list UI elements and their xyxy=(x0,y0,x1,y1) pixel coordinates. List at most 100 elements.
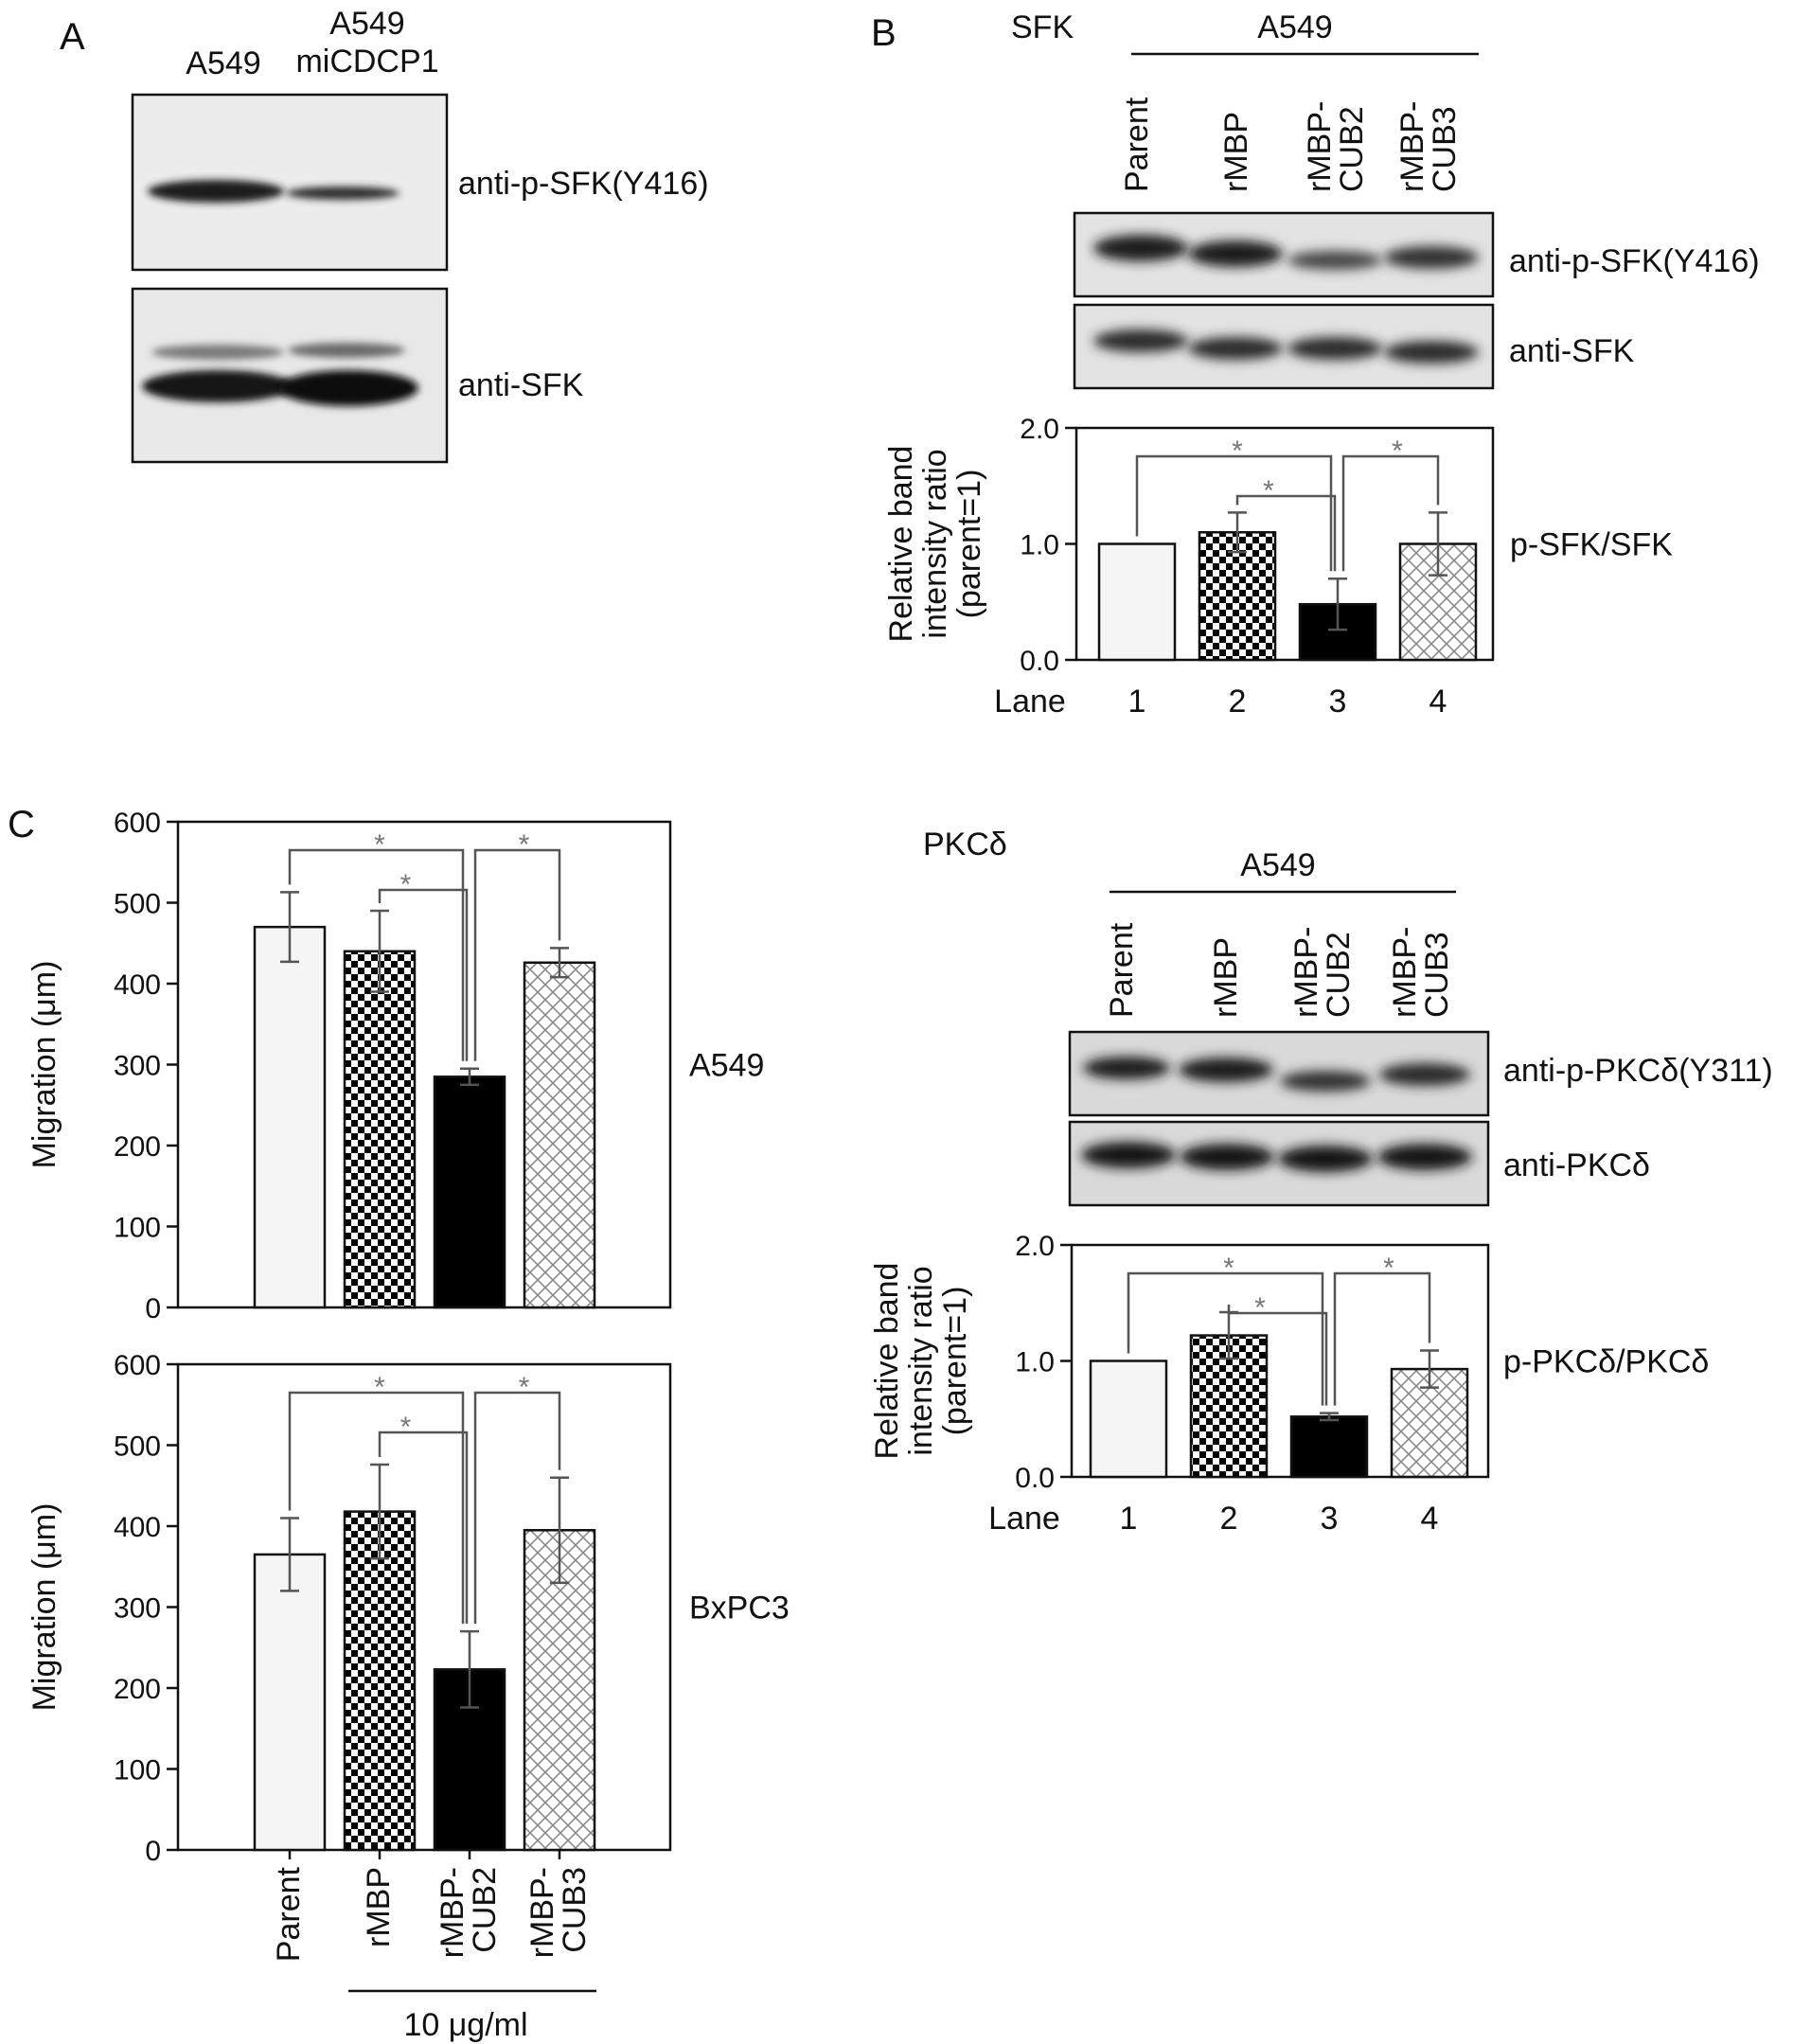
y-tick-label: 2.0 xyxy=(1015,1231,1055,1262)
bar-1 xyxy=(1089,1360,1168,1479)
y-axis-label: Relative bandintensity ratio(parent=1) xyxy=(869,1263,973,1460)
panel-b-blot-1-label: anti-p-SFK(Y416) xyxy=(1509,243,1760,279)
lane-label: rMBP-CUB2 xyxy=(1302,101,1370,192)
panel-c-concentration: 10 μg/ml xyxy=(403,2007,527,2043)
significance-star: * xyxy=(1263,475,1274,507)
panel-a-blot-phospho xyxy=(131,93,449,272)
panel-b2-target: PKCδ xyxy=(923,826,1007,862)
bar-1 xyxy=(253,1553,327,1852)
significance-bracket xyxy=(1127,1271,1324,1406)
significance-bracket xyxy=(473,848,561,1061)
y-tick-label: 0 xyxy=(145,1836,161,1867)
y-tick-label: 100 xyxy=(114,1755,161,1786)
significance-star: * xyxy=(1232,435,1243,467)
panel-a-blot-1-label: anti-p-SFK(Y416) xyxy=(458,166,709,202)
significance-bracket xyxy=(1341,454,1440,572)
panel-a-blot-total xyxy=(131,287,449,464)
chart-migration-a549: 0 100 200 300 400 500 600 * * * A549 Migration (μm) xyxy=(27,808,764,1324)
significance-bracket xyxy=(378,888,469,1061)
bar-2 xyxy=(1198,531,1277,662)
significance-bracket xyxy=(1135,454,1333,572)
category-label: rMBP-CUB3 xyxy=(524,1867,593,1958)
lane-label: rMBP xyxy=(1218,112,1254,192)
panel-b2-blot-1-label: anti-p-PKCδ(Y311) xyxy=(1503,1053,1773,1089)
y-tick-label: 1.0 xyxy=(1015,1347,1055,1378)
x-tick-label: 1 xyxy=(1120,1501,1138,1537)
chart-migration-bxpc3: 0 100 200 300 400 500 600 * * * BxPC3 Migration (μm… xyxy=(27,1350,790,1867)
series-label: BxPC3 xyxy=(689,1591,790,1626)
bar-1 xyxy=(253,925,327,1309)
y-axis-label: Relative bandintensity ratio(parent=1) xyxy=(883,446,987,643)
panel-c-category-labels: Parent rMBP rMBP-CUB2 rMBP-CUB3 xyxy=(271,1850,593,1962)
bar-4 xyxy=(523,961,596,1309)
y-axis-label: Migration (μm) xyxy=(27,1503,62,1712)
y-tick-label: 0.0 xyxy=(1015,1463,1055,1494)
significance-star: * xyxy=(1383,1253,1394,1284)
x-tick-label: 4 xyxy=(1429,684,1447,720)
x-tick-label: 1 xyxy=(1128,684,1146,720)
y-tick-label: 300 xyxy=(114,1593,161,1625)
significance-star: * xyxy=(374,1372,385,1403)
panel-a-lane-2-label: A549 miCDCP1 xyxy=(295,6,438,80)
y-tick-label: 600 xyxy=(114,808,161,839)
bar-3 xyxy=(433,1075,506,1309)
plot-frame xyxy=(176,820,672,1309)
bar-3 xyxy=(1289,1415,1369,1479)
x-tick-label: 2 xyxy=(1220,1501,1238,1537)
category-label: Parent xyxy=(271,1866,307,1962)
x-tick-label: 2 xyxy=(1229,684,1247,720)
panel-b-lane-labels: Parent rMBP rMBP-CUB2 rMBP-CUB3 xyxy=(1119,97,1463,192)
lane-label: rMBP xyxy=(1208,937,1244,1018)
lane-label: rMBP-CUB3 xyxy=(1387,927,1455,1018)
y-tick-label: 300 xyxy=(114,1051,161,1082)
chart-sfk: 0.0 1.0 2.0 * * * p-SFK/SFK Relative bandintens… xyxy=(883,414,1673,720)
category-label: rMBP xyxy=(361,1867,397,1947)
significance-star: * xyxy=(519,829,530,861)
y-axis-label: Migration (μm) xyxy=(27,961,62,1169)
significance-star: * xyxy=(400,869,412,900)
significance-star: * xyxy=(519,1372,530,1403)
series-label: A549 xyxy=(689,1048,764,1084)
x-axis-label: Lane xyxy=(988,1501,1060,1537)
panel-b2-blot-total xyxy=(1068,1120,1490,1207)
bar-2 xyxy=(343,950,417,1309)
significance-star: * xyxy=(1392,435,1403,467)
lane-label: Parent xyxy=(1104,922,1140,1018)
x-tick-label: 4 xyxy=(1421,1501,1439,1537)
x-tick-label: 3 xyxy=(1329,684,1347,720)
x-tick-label: 3 xyxy=(1321,1501,1339,1537)
significance-bracket xyxy=(1235,494,1337,572)
y-tick-label: 1.0 xyxy=(1020,530,1059,561)
panel-b-cell-line: A549 xyxy=(1257,9,1332,45)
panel-b-target: SFK xyxy=(1011,9,1074,45)
y-tick-label: 200 xyxy=(114,1674,161,1705)
lane-label: Parent xyxy=(1119,97,1155,192)
series-label: p-PKCδ/PKCδ xyxy=(1503,1344,1709,1380)
significance-star: * xyxy=(400,1412,412,1443)
y-tick-label: 0.0 xyxy=(1020,646,1059,677)
panel-c-letter: C xyxy=(8,804,35,845)
lane-label: rMBP-CUB2 xyxy=(1288,927,1357,1018)
plot-frame xyxy=(176,1362,672,1852)
y-tick-label: 600 xyxy=(114,1350,161,1381)
significance-bracket xyxy=(1333,1271,1431,1406)
panel-a-lane-1-label: A549 xyxy=(186,45,260,81)
lane-label: rMBP-CUB3 xyxy=(1394,101,1463,192)
y-tick-label: 200 xyxy=(114,1131,161,1163)
y-tick-label: 500 xyxy=(114,889,161,920)
y-tick-label: 400 xyxy=(114,1512,161,1543)
significance-bracket xyxy=(378,1431,469,1625)
panel-b-blot-phospho xyxy=(1073,211,1495,298)
significance-star: * xyxy=(1223,1253,1234,1284)
y-tick-label: 2.0 xyxy=(1020,414,1059,445)
y-tick-label: 0 xyxy=(145,1293,161,1324)
panel-b2-blot-2-label: anti-PKCδ xyxy=(1503,1147,1650,1183)
significance-bracket xyxy=(288,848,465,1061)
significance-star: * xyxy=(1254,1292,1266,1324)
panel-b-blot-total xyxy=(1073,303,1495,390)
panel-a-letter: A xyxy=(60,16,85,58)
panel-a-blot-2-label: anti-SFK xyxy=(458,367,584,403)
chart-pkc: 0.0 1.0 2.0 * * * p-PKCδ/PKCδ Relative bandinte… xyxy=(869,1231,1709,1537)
panel-b2-blot-phospho xyxy=(1068,1030,1490,1117)
